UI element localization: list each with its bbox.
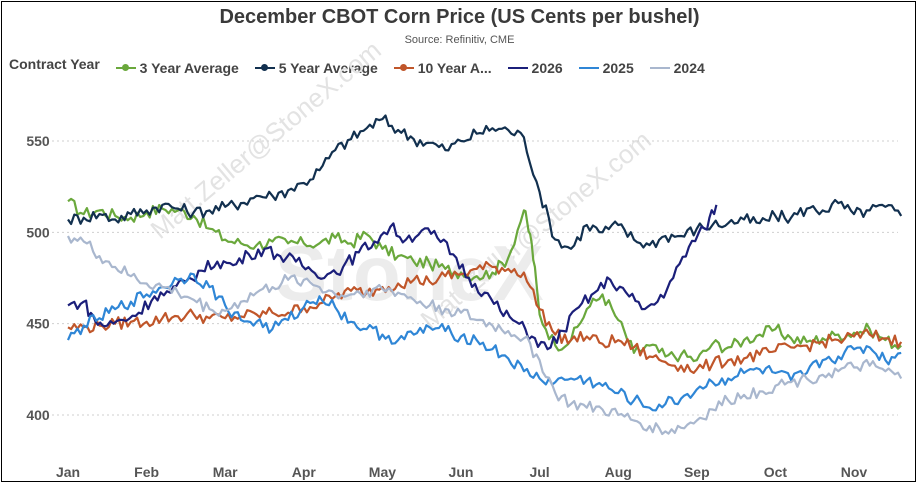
chart-title: December CBOT Corn Price (US Cents per b… <box>219 6 700 28</box>
y-tick-label: 400 <box>26 407 50 423</box>
legend-item-5-year-average[interactable]: 5 Year Average <box>254 60 378 76</box>
x-tick-label: Feb <box>134 464 159 480</box>
x-tick-label: May <box>369 464 396 480</box>
legend-item-10-year-average[interactable]: 10 Year A... <box>393 60 492 76</box>
series-line-2024 <box>67 235 903 436</box>
chart-legend: Contract Year 3 Year Average 5 Year Aver… <box>9 56 909 76</box>
x-tick-label: Aug <box>605 464 632 480</box>
x-tick-label: Nov <box>841 464 868 480</box>
legend-title: Contract Year <box>9 56 100 72</box>
chart-subtitle: Source: Refinitiv, CME <box>404 34 515 46</box>
legend-item-3-year-average[interactable]: 3 Year Average <box>115 60 239 76</box>
series-line-5-year-average <box>67 114 903 250</box>
y-tick-label: 550 <box>26 133 50 149</box>
series-line-3-year-average <box>67 197 902 363</box>
x-tick-label: Sep <box>684 464 710 480</box>
legend-item-2026[interactable]: 2026 <box>507 60 563 76</box>
x-tick-label: Jun <box>449 464 474 480</box>
x-tick-label: Jul <box>529 464 549 480</box>
series-line-2025 <box>66 272 902 412</box>
series-line-10-year-a <box>67 260 903 374</box>
x-tick-label: Apr <box>292 464 317 480</box>
x-tick-label: Mar <box>213 464 238 480</box>
legend-item-2024[interactable]: 2024 <box>649 60 705 76</box>
y-tick-label: 450 <box>26 316 50 332</box>
series-line-2026 <box>67 204 718 351</box>
legend-item-2025[interactable]: 2025 <box>578 60 634 76</box>
x-tick-label: Oct <box>764 464 788 480</box>
x-tick-label: Jan <box>56 464 80 480</box>
y-tick-label: 500 <box>26 224 50 240</box>
